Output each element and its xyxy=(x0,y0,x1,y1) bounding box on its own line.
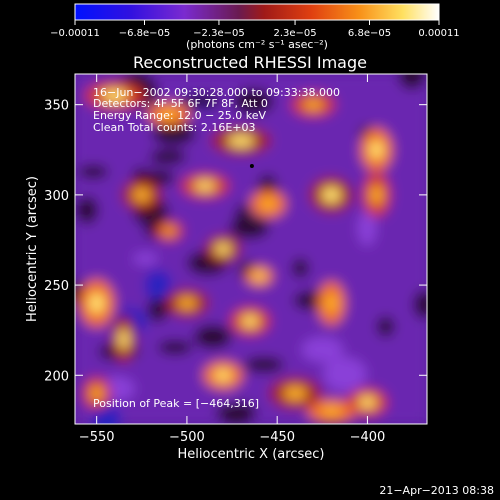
y-tick-label: 200 xyxy=(44,369,69,384)
heatmap-cell xyxy=(215,401,257,424)
heatmap-cell xyxy=(76,196,98,225)
footer-date: 21−Apr−2013 08:38 xyxy=(379,484,494,497)
heatmap-cell xyxy=(133,252,158,265)
annotation-counts: Clean Total counts: 2.16E+03 xyxy=(93,121,256,134)
heatmap-hotspot-core xyxy=(303,99,324,111)
heatmap-hotspot-core xyxy=(177,296,197,310)
heatmap-cell xyxy=(149,149,187,165)
heatmap xyxy=(75,74,427,424)
y-tick-label: 350 xyxy=(44,99,69,114)
heatmap-cell xyxy=(376,316,395,338)
x-tick-label: −450 xyxy=(259,430,295,445)
colorbar-ticks: −0.00011 −6.8e−05 −2.3e−05 2.3e−05 6.8e−05 0.… xyxy=(50,20,460,39)
heatmap-hotspot-core xyxy=(241,314,260,328)
heatmap-hotspot-core xyxy=(158,108,179,120)
peak-marker xyxy=(249,164,254,169)
colorbar-tick-label: −2.3e−05 xyxy=(193,28,245,39)
heatmap-hotspot-core xyxy=(358,396,377,409)
heatmap-hotspot-core xyxy=(214,242,232,256)
heatmap-cell xyxy=(157,340,193,355)
heatmap-hotspot-core xyxy=(214,368,233,382)
heatmap-hotspot-core xyxy=(101,89,129,102)
heatmap-hotspot-core xyxy=(320,405,343,417)
annotation-peak: Position of Peak = [−464,316] xyxy=(93,397,259,410)
annotation-detectors: Detectors: 4F 5F 6F 7F 8F, Att 0 xyxy=(93,97,268,110)
heatmap-hotspot-core xyxy=(132,187,151,203)
heatmap-hotspot-core xyxy=(227,134,255,148)
colorbar-tick-label: 0.00011 xyxy=(418,28,459,39)
heatmap-cell xyxy=(78,165,109,179)
chart-title: Reconstructed RHESSI Image xyxy=(133,53,367,72)
heatmap-hotspot-core xyxy=(321,186,342,203)
heatmap-hotspot-core xyxy=(118,328,130,351)
colorbar-tick-label: 6.8e−05 xyxy=(348,28,391,39)
heatmap-cell xyxy=(301,337,344,363)
heatmap-cell xyxy=(398,74,425,90)
heatmap-cell xyxy=(292,258,309,278)
colorbar-tick-label: 2.3e−05 xyxy=(273,28,316,39)
plot-frame xyxy=(74,73,428,425)
x-tick-label: −500 xyxy=(169,430,205,445)
y-tick-label: 300 xyxy=(44,189,69,204)
heatmap-hotspot-core xyxy=(370,184,383,205)
heatmap-cell xyxy=(92,404,121,424)
heatmap-cell xyxy=(152,122,196,145)
heatmap-hotspot-core xyxy=(260,197,277,211)
heatmap-hotspot-core xyxy=(369,139,384,160)
y-axis-title: Heliocentric Y (arcsec) xyxy=(25,176,40,322)
colorbar xyxy=(74,3,440,21)
x-tick-label: −400 xyxy=(350,430,386,445)
heatmap-hotspot-core xyxy=(325,293,338,314)
colorbar-tick-label: −0.00011 xyxy=(50,28,100,39)
heatmap-hotspot-core xyxy=(90,386,103,401)
x-axis-title: Heliocentric X (arcsec) xyxy=(178,447,325,462)
heatmap-cell xyxy=(147,296,168,322)
heatmap-cell xyxy=(244,357,284,373)
heatmap-hotspot-core xyxy=(283,386,307,401)
heatmap-hotspot-core xyxy=(88,292,105,314)
heatmap-cell xyxy=(323,357,367,392)
heatmap-hotspot-core xyxy=(252,271,266,281)
axis-ticks: −550 −500 −450 −400 200 250 300 350 xyxy=(44,74,427,445)
x-tick-label: −550 xyxy=(79,430,115,445)
annotation-energy-range: Energy Range: 12.0 − 25.0 keV xyxy=(93,109,267,122)
colorbar-tick-label: −6.8e−05 xyxy=(119,28,171,39)
heatmap-cell xyxy=(181,94,222,109)
heatmap-hotspot-core xyxy=(194,180,216,192)
heatmap-cell xyxy=(232,88,274,115)
y-tick-label: 250 xyxy=(44,279,69,294)
heatmap-cell xyxy=(144,269,172,301)
heatmap-hotspot-core xyxy=(162,226,176,236)
heatmap-cell xyxy=(357,210,377,246)
heatmap-cell xyxy=(235,204,252,235)
annotation-time-range: 16−Jun−2002 09:30:28.000 to 09:33:38.000 xyxy=(93,86,340,99)
heatmap-cell xyxy=(413,290,427,319)
heatmap-cell xyxy=(193,324,232,349)
colorbar-units: (photons cm⁻² s⁻¹ asec⁻²) xyxy=(186,38,328,51)
